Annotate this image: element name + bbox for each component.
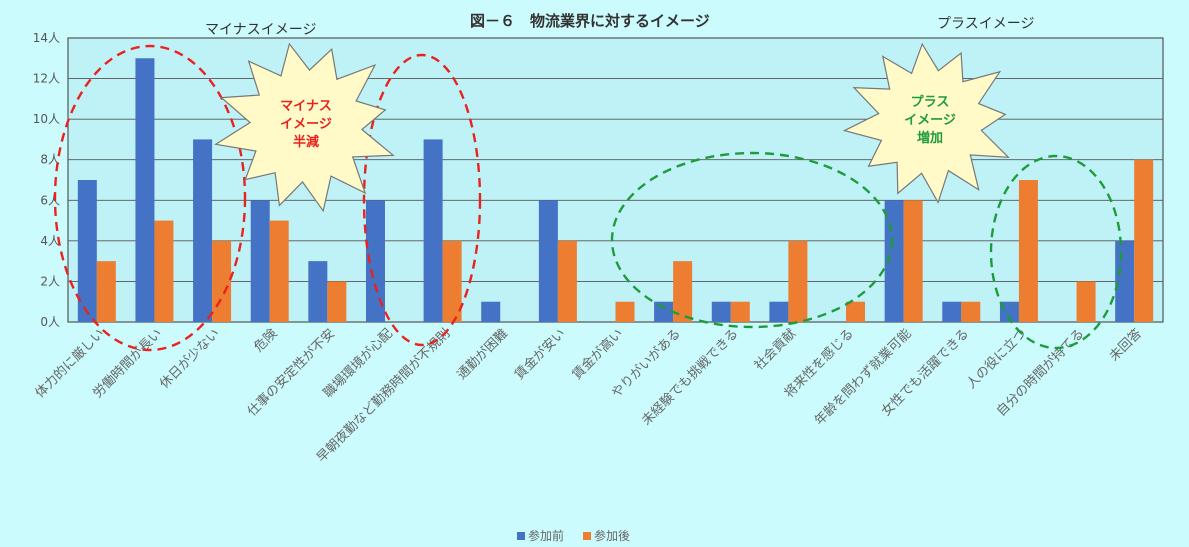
bar-before xyxy=(77,180,97,322)
bar-after xyxy=(96,261,116,322)
bar-before xyxy=(769,301,789,322)
y-tick-label: 8人 xyxy=(40,153,60,167)
bar-after xyxy=(788,240,808,322)
bar-after xyxy=(1018,180,1038,322)
category-label: 未経験でも挑戦できる xyxy=(639,326,741,428)
plus-starburst xyxy=(842,42,1010,204)
y-tick-label: 0人 xyxy=(40,315,60,329)
legend-label-after: 参加後 xyxy=(594,528,630,543)
bar-before xyxy=(193,139,213,322)
bar-after xyxy=(212,240,232,322)
bar-before xyxy=(999,301,1019,322)
plus-burst-line-3: 増加 xyxy=(917,130,943,146)
plus-burst-line-2: イメージ xyxy=(904,113,956,128)
bar-after xyxy=(1076,281,1096,322)
bar-before xyxy=(423,139,443,322)
minus-highlight-ellipse-left xyxy=(53,44,247,352)
bar-after xyxy=(961,301,981,322)
minus-burst-line-2: イメージ xyxy=(280,117,332,132)
bar-after xyxy=(1134,159,1154,322)
bar-after xyxy=(442,240,462,322)
category-label: 年齢を問わず就業可能 xyxy=(811,326,914,429)
bar-before xyxy=(308,261,328,322)
plus-starburst-label: プラス イメージ 増加 xyxy=(904,95,956,146)
y-tick-label: 14人 xyxy=(33,31,60,45)
bar-after xyxy=(269,220,289,322)
category-label: 危険 xyxy=(252,326,281,355)
plus-highlight-ellipse-right xyxy=(989,154,1123,350)
category-label: 賃金が高い xyxy=(569,326,626,383)
bar-before xyxy=(365,200,385,322)
bar-after xyxy=(903,200,923,322)
y-tick-label: 10人 xyxy=(33,112,60,126)
y-tick-label: 12人 xyxy=(33,72,60,86)
plus-highlight-ellipse-middle xyxy=(610,151,894,329)
category-label: 社会貢献 xyxy=(751,326,799,374)
bar-before xyxy=(942,301,962,322)
minus-header: マイナスイメージ xyxy=(205,22,316,38)
y-tick-label: 6人 xyxy=(40,193,60,207)
bar-before xyxy=(654,301,674,322)
bar-after xyxy=(615,301,635,322)
bar-after xyxy=(673,261,693,322)
minus-starburst-label: マイナス イメージ 半減 xyxy=(280,99,332,150)
plot-area xyxy=(67,37,1164,323)
chart-title: 図－６ 物流業界に対するイメージ xyxy=(470,12,710,30)
bar-before xyxy=(884,200,904,322)
bar-after xyxy=(154,220,174,322)
y-tick-label: 2人 xyxy=(40,274,60,288)
bar-after xyxy=(846,301,866,322)
category-label: 未回答 xyxy=(1106,326,1145,365)
y-tick-label: 4人 xyxy=(40,234,60,248)
bar-before xyxy=(538,200,558,322)
minus-highlight-ellipse-right xyxy=(362,53,482,347)
bar-before xyxy=(481,301,501,322)
legend-swatch-after xyxy=(583,532,591,540)
bar-after xyxy=(557,240,577,322)
bar-after xyxy=(327,281,347,322)
bar-before xyxy=(250,200,270,322)
minus-starburst xyxy=(214,42,395,213)
bar-before xyxy=(1115,240,1135,322)
category-label: 通勤が困難 xyxy=(454,326,511,383)
minus-burst-line-1: マイナス xyxy=(280,99,332,114)
legend-swatch-before xyxy=(517,532,525,540)
legend: 参加前 参加後 xyxy=(517,528,630,543)
bars xyxy=(77,58,1154,323)
plus-burst-line-1: プラス xyxy=(911,95,950,110)
bar-before xyxy=(135,58,155,323)
category-label: 賃金が安い xyxy=(511,326,568,383)
legend-label-before: 参加前 xyxy=(528,528,564,543)
minus-burst-line-3: 半減 xyxy=(293,134,319,150)
plus-header: プラスイメージ xyxy=(937,16,1034,32)
bar-before xyxy=(711,301,731,322)
bar-after xyxy=(730,301,750,322)
